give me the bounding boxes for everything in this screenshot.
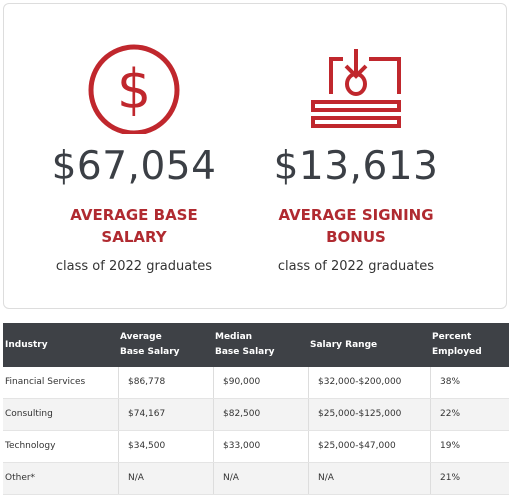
- header-cell: Average Base Salary: [118, 323, 213, 367]
- svg-text:$: $: [117, 58, 151, 121]
- table-cell: 21%: [430, 463, 509, 494]
- table-cell: $74,167: [118, 399, 213, 430]
- stats-card: $ $67,054 AVERAGE BASE SALARY class of 20…: [3, 3, 507, 309]
- stat-label: AVERAGE SIGNING BONUS: [241, 204, 471, 248]
- table-cell: $32,000-$200,000: [308, 367, 430, 398]
- table-cell: $34,500: [118, 431, 213, 462]
- table-cell: N/A: [213, 463, 308, 494]
- table-row: Consulting $74,167 $82,500 $25,000-$125,000…: [3, 399, 509, 431]
- table-row: Financial Services $86,778 $90,000 $32,000-…: [3, 367, 509, 399]
- header-line: Industry: [5, 339, 48, 350]
- table-cell: N/A: [308, 463, 430, 494]
- bonus-icon: [311, 49, 401, 128]
- stat-value: $13,613: [273, 144, 439, 189]
- header-line: Base Salary: [215, 347, 275, 357]
- header-cell: Salary Range: [308, 323, 430, 367]
- header-line: Employed: [432, 347, 482, 357]
- table-row: Other* N/A N/A N/A 21%: [3, 463, 509, 495]
- stat-label: AVERAGE BASE SALARY: [19, 204, 249, 248]
- stat-note: class of 2022 graduates: [277, 259, 435, 274]
- table-cell: 19%: [430, 431, 509, 462]
- header-cell: Percent Employed: [430, 323, 509, 367]
- table-cell: $82,500: [213, 399, 308, 430]
- label-line: AVERAGE SIGNING: [278, 206, 434, 224]
- table-cell: 38%: [430, 367, 509, 398]
- table-cell: $25,000-$125,000: [308, 399, 430, 430]
- header-cell: Industry: [3, 323, 118, 367]
- stat-note: class of 2022 graduates: [55, 259, 213, 274]
- table-cell: $86,778: [118, 367, 213, 398]
- stat-value: $67,054: [51, 144, 217, 189]
- table-cell: Technology: [5, 441, 56, 451]
- header-line: Average: [120, 332, 162, 342]
- label-line: SALARY: [101, 228, 167, 246]
- header-line: Median: [215, 332, 253, 342]
- label-line: BONUS: [326, 228, 386, 246]
- header-line: Percent: [432, 332, 472, 342]
- table-cell: N/A: [118, 463, 213, 494]
- table-cell: Consulting: [5, 409, 53, 419]
- dollar-icon: $: [88, 44, 180, 134]
- table-row: Technology $34,500 $33,000 $25,000-$47,000 1…: [3, 431, 509, 463]
- table-cell: Other*: [5, 473, 36, 483]
- header-line: Base Salary: [120, 347, 180, 357]
- table-cell: 22%: [430, 399, 509, 430]
- header-line: Salary Range: [310, 339, 378, 350]
- table-cell: $33,000: [213, 431, 308, 462]
- table-cell: $90,000: [213, 367, 308, 398]
- header-cell: Median Base Salary: [213, 323, 308, 367]
- salary-table: Industry Average Base Salary Median Base Sal…: [3, 323, 509, 495]
- table-header: Industry Average Base Salary Median Base Sal…: [3, 323, 509, 367]
- table-cell: Financial Services: [5, 377, 86, 387]
- label-line: AVERAGE BASE: [70, 206, 198, 224]
- table-cell: $25,000-$47,000: [308, 431, 430, 462]
